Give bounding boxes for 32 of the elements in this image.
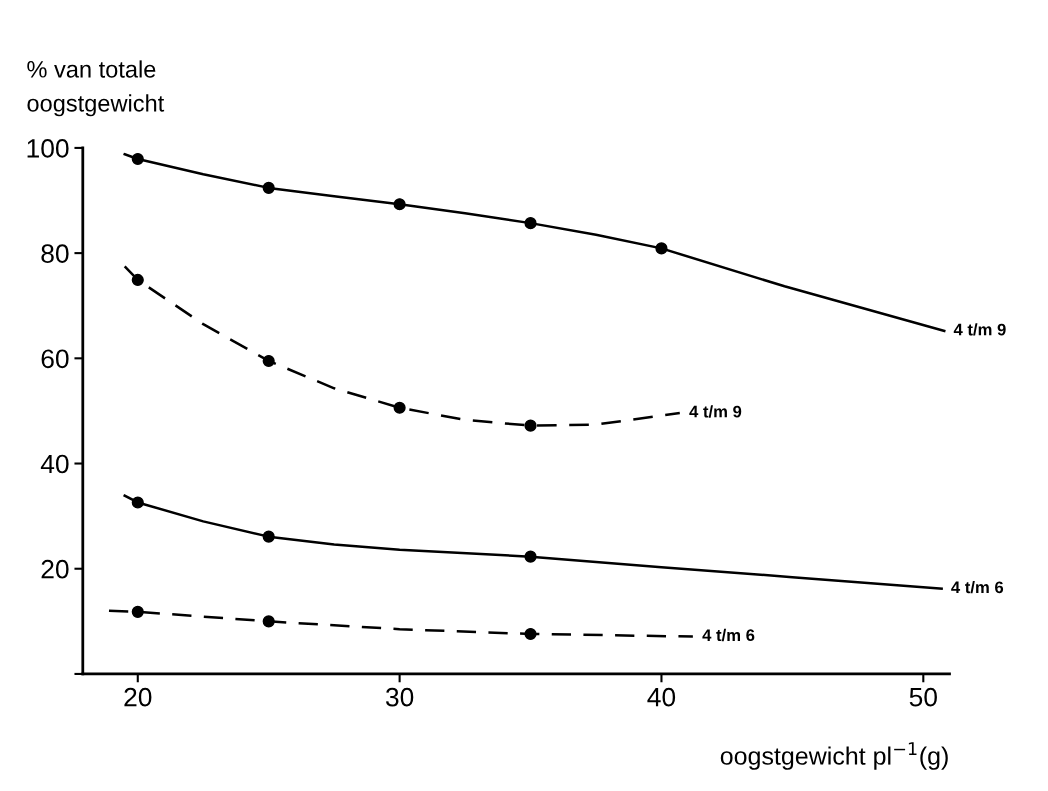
point: [393, 401, 406, 414]
point: [262, 181, 275, 194]
y-tick-label: 40: [40, 454, 69, 474]
x-tick-label: 30: [385, 687, 414, 707]
y-tick-label: 80: [41, 244, 69, 263]
series-label: 4 t/m 6: [702, 628, 755, 642]
point: [131, 496, 144, 509]
y-tick-label: 20: [41, 559, 69, 579]
x-axis-title: oogstgewicht pl$^{−1}$(g): [720, 742, 948, 770]
line-series: [123, 494, 943, 590]
point: [262, 530, 275, 543]
point: [262, 615, 275, 628]
point: [524, 550, 537, 563]
x-tick-label: 40: [647, 687, 676, 707]
series-label: 4 t/m 6: [951, 580, 1004, 594]
point: [524, 217, 537, 230]
y-tick-label: 100: [27, 139, 69, 158]
point: [524, 627, 537, 641]
point: [393, 198, 406, 211]
x-tick-label: 50: [909, 687, 937, 707]
y-tick-label: 60: [41, 349, 69, 369]
series-label: 4 t/m 9: [689, 405, 742, 418]
y-axis-title: % van totale oogstgewicht: [27, 60, 165, 117]
point: [131, 273, 144, 287]
x-tick-label: 20: [124, 687, 152, 707]
point: [524, 419, 537, 432]
line-series: [123, 152, 946, 333]
point: [131, 605, 144, 618]
series-label: 4 t/m 9: [953, 323, 1006, 336]
point: [655, 242, 668, 255]
point: [131, 152, 144, 166]
point: [262, 354, 275, 368]
